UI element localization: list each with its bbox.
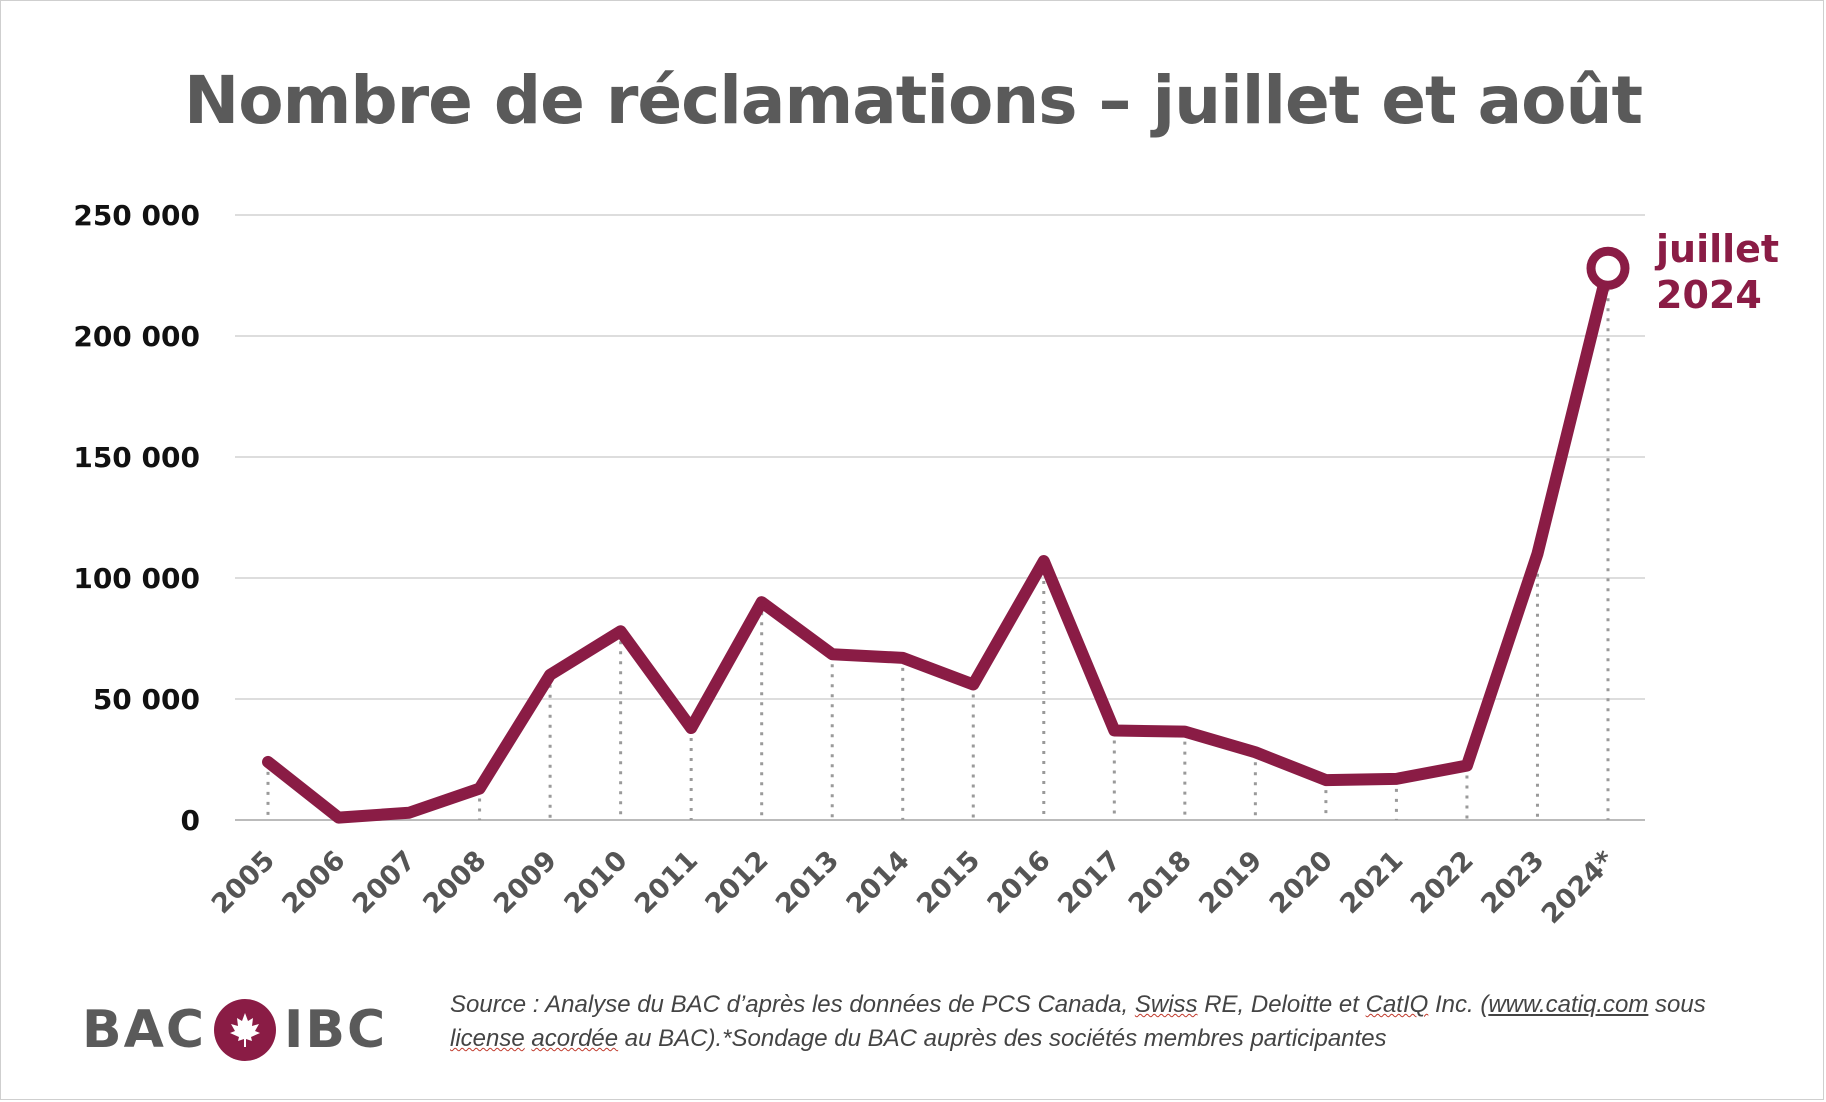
x-tick-label: 2008 xyxy=(417,845,492,920)
data-point xyxy=(1461,760,1472,771)
y-tick-label: 150 000 xyxy=(73,441,200,474)
source-part: license xyxy=(450,1025,525,1052)
source-part: CatIQ xyxy=(1365,991,1429,1018)
x-tick-label: 2022 xyxy=(1405,845,1480,920)
x-tick-label: 2020 xyxy=(1264,845,1339,920)
data-point xyxy=(1179,726,1190,737)
x-tick-label: 2006 xyxy=(276,845,351,920)
x-tick-label: 2010 xyxy=(559,845,634,920)
data-point xyxy=(756,597,767,608)
x-tick-label: 2018 xyxy=(1123,845,1198,920)
data-point xyxy=(1586,246,1630,290)
y-tick-label: 250 000 xyxy=(73,199,200,232)
source-part: sous xyxy=(1648,991,1706,1018)
data-point xyxy=(545,669,556,680)
maple-leaf-icon xyxy=(214,999,277,1061)
x-tick-label: 2007 xyxy=(347,845,422,920)
source-part: au BAC).*Sondage du BAC auprès des socié… xyxy=(618,1025,1387,1052)
bac-ibc-logo: BAC IBC xyxy=(82,990,387,1070)
x-tick-label: 2016 xyxy=(982,845,1057,920)
source-part: RE, Deloitte et xyxy=(1197,991,1366,1018)
data-point xyxy=(615,626,626,637)
source-part: Source : Analyse du BAC d’après les donn… xyxy=(450,991,1135,1018)
x-tick-label: 2012 xyxy=(700,845,775,920)
x-tick-label: 2013 xyxy=(770,845,845,920)
y-tick-label: 0 xyxy=(181,804,200,837)
annotation-line1: juillet xyxy=(1654,227,1779,271)
x-tick-label: 2024* xyxy=(1536,845,1621,930)
y-tick-label: 50 000 xyxy=(93,683,200,716)
y-tick-label: 200 000 xyxy=(73,320,200,353)
data-point xyxy=(404,807,415,818)
data-point xyxy=(333,812,344,823)
source-part: Swiss xyxy=(1134,991,1198,1018)
data-point xyxy=(1532,548,1543,559)
data-point xyxy=(263,756,273,767)
data-point xyxy=(686,723,697,734)
x-tick-label: 2009 xyxy=(488,845,563,920)
logo-text-bac: BAC xyxy=(82,1000,207,1060)
source-part: Inc. ( xyxy=(1428,991,1489,1018)
x-tick-label: 2015 xyxy=(911,845,986,920)
data-point xyxy=(1320,775,1331,786)
y-tick-label: 100 000 xyxy=(73,562,200,595)
data-point xyxy=(897,652,908,663)
x-tick-label: 2014 xyxy=(841,845,916,920)
logo-text-ibc: IBC xyxy=(284,1000,388,1060)
annotation-line2: 2024 xyxy=(1656,273,1762,317)
source-note: Source : Analyse du BAC d’après les donn… xyxy=(450,988,1780,1056)
data-point xyxy=(1250,747,1261,758)
x-tick-label: 2021 xyxy=(1334,845,1409,920)
source-part[interactable]: www.catiq.com xyxy=(1488,991,1649,1018)
data-point xyxy=(474,783,485,794)
x-tick-label: 2011 xyxy=(629,845,704,920)
data-point xyxy=(1038,556,1049,567)
x-tick-label: 2017 xyxy=(1052,845,1127,920)
x-tick-label: 2005 xyxy=(206,845,281,920)
series-line xyxy=(262,262,1614,824)
chart-title: Nombre de réclamations – juillet et août xyxy=(184,62,1643,139)
data-point xyxy=(1391,773,1402,784)
x-tick-label: 2019 xyxy=(1193,845,1268,920)
data-point xyxy=(1109,725,1120,736)
data-point xyxy=(827,649,838,660)
source-part: acordée xyxy=(531,1025,619,1052)
data-point xyxy=(968,679,979,690)
